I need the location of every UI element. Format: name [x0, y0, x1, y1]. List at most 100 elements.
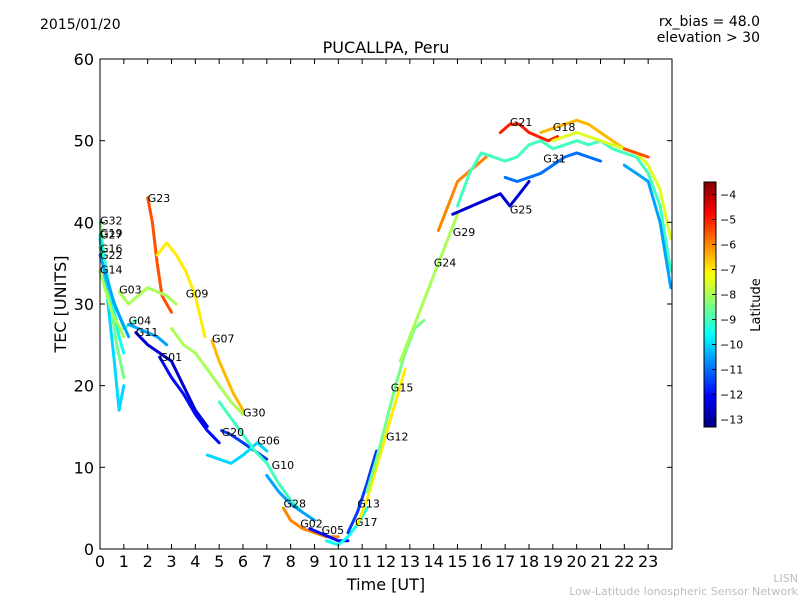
- series-label-g10: G10: [272, 459, 295, 472]
- y-axis-label: TEC [UNITS]: [51, 256, 70, 354]
- x-tick-label: 21: [590, 552, 610, 571]
- series-line-g03: [117, 286, 178, 306]
- series-label-g25: G25: [510, 203, 533, 216]
- y-tick-label: 40: [74, 213, 94, 232]
- series-label-g04: G04: [129, 314, 152, 327]
- y-axis: 0 10 20 30 40 50 60: [74, 50, 672, 559]
- series-label-g02: G02: [300, 518, 323, 531]
- colorbar: [703, 181, 717, 428]
- x-tick-label: 5: [214, 552, 224, 571]
- series-line-g07: [210, 339, 245, 412]
- series-line-g01: [158, 355, 221, 445]
- series-line-g30: [170, 327, 245, 416]
- info-block: rx_bias = 48.0 elevation > 30: [657, 14, 760, 46]
- series-label-g01: G01: [160, 351, 183, 364]
- x-tick-label: 1: [119, 552, 129, 571]
- series-line-g11: [134, 331, 209, 428]
- series-label-g29: G29: [453, 226, 476, 239]
- colorbar-axis: −4 −5 −6 −7 −8 −9 −10 −11 −12 −13: [712, 189, 743, 427]
- series-layer: [98, 118, 673, 547]
- y-tick-label: 60: [74, 50, 94, 69]
- series-line-g24: [398, 212, 459, 363]
- series-label-g28: G28: [284, 497, 307, 510]
- series-line-g29: [436, 155, 488, 232]
- series-line-g13: [346, 449, 378, 535]
- colorbar-tick-label: −13: [720, 414, 743, 427]
- series-label-g15: G15: [391, 381, 414, 394]
- series-label-g20: G20: [222, 426, 245, 439]
- x-tick-label: 22: [614, 552, 634, 571]
- series-line-g22: [98, 253, 131, 339]
- series-line-g12: [355, 367, 407, 526]
- elevation-label: elevation > 30: [656, 30, 760, 46]
- series-label-g32: G32: [100, 215, 123, 228]
- series-label-g06: G06: [257, 434, 280, 447]
- x-tick-label: 4: [190, 552, 200, 571]
- x-tick-label: 15: [447, 552, 467, 571]
- x-tick-label: 7: [262, 552, 272, 571]
- series-label-g27: G27: [100, 229, 123, 242]
- series-label-g12: G12: [386, 430, 409, 443]
- series-label-g14: G14: [100, 264, 123, 277]
- colorbar-tick-label: −5: [720, 214, 736, 227]
- x-tick-label: 8: [286, 552, 296, 571]
- series-line-g14: [98, 269, 126, 339]
- series-label-g22: G22: [100, 249, 123, 262]
- series-label-g13: G13: [357, 497, 380, 510]
- series-label-g24: G24: [434, 256, 457, 269]
- x-tick-label: 16: [471, 552, 491, 571]
- series-label-g19: G19: [100, 227, 123, 240]
- series-label-g11: G11: [136, 326, 159, 339]
- series-line-s3: [622, 163, 673, 290]
- series-line-g23: [146, 196, 173, 314]
- x-tick-label: 0: [95, 552, 105, 571]
- date-label: 2015/01/20: [40, 17, 121, 33]
- y-tick-label: 50: [74, 132, 94, 151]
- series-line-g04: [127, 322, 169, 347]
- series-line-g31: [503, 151, 602, 183]
- colorbar-tick-label: −7: [720, 264, 736, 277]
- x-tick-label: 18: [519, 552, 539, 571]
- y-tick-label: 30: [74, 295, 94, 314]
- colorbar-tick-label: −9: [720, 314, 736, 327]
- credit-network: Low-Latitude Ionospheric Sensor Network: [569, 585, 798, 598]
- x-tick-label: 13: [400, 552, 420, 571]
- series-label-g31: G31: [543, 153, 566, 166]
- x-tick-label: 17: [495, 552, 515, 571]
- series-line-g10: [217, 400, 305, 514]
- y-tick-label: 20: [74, 377, 94, 396]
- credit-lisn: LISN: [773, 572, 798, 585]
- chart-title: PUCALLPA, Peru: [322, 38, 450, 57]
- colorbar-tick-label: −11: [720, 364, 743, 377]
- series-line-g21: [498, 122, 560, 143]
- colorbar-label: Latitude: [749, 278, 764, 332]
- x-tick-label: 10: [328, 552, 348, 571]
- x-tick-label: 11: [352, 552, 372, 571]
- x-tick-label: 3: [166, 552, 176, 571]
- series-line-s4: [622, 147, 650, 159]
- x-tick-label: 19: [543, 552, 563, 571]
- series-line-g06: [205, 441, 269, 465]
- x-tick-label: 2: [143, 552, 153, 571]
- series-label-g18: G18: [553, 121, 576, 134]
- series-line-g09: [155, 241, 207, 339]
- x-axis-label: Time [UT]: [346, 575, 425, 594]
- series-line-g18: [539, 118, 626, 151]
- x-axis: 0 1 2 3 4 5 6 7 8 9 10 11 12 13 14 15 16 17 18 19 20 21 22 23: [95, 59, 658, 571]
- y-tick-label: 0: [84, 540, 94, 559]
- series-label-g17: G17: [355, 516, 378, 529]
- rx-bias-label: rx_bias = 48.0: [658, 14, 760, 30]
- series-line-g28: [265, 474, 316, 522]
- series-label-g23: G23: [148, 192, 171, 205]
- series-label-g09: G09: [186, 287, 209, 300]
- x-tick-label: 9: [309, 552, 319, 571]
- plot-frame: [99, 58, 673, 550]
- x-tick-label: 6: [238, 552, 248, 571]
- colorbar-tick-label: −4: [720, 189, 736, 202]
- series-line-s2: [551, 131, 673, 241]
- series-label-g30: G30: [243, 407, 266, 420]
- colorbar-tick-label: −12: [720, 389, 743, 402]
- x-tick-label: 23: [638, 552, 658, 571]
